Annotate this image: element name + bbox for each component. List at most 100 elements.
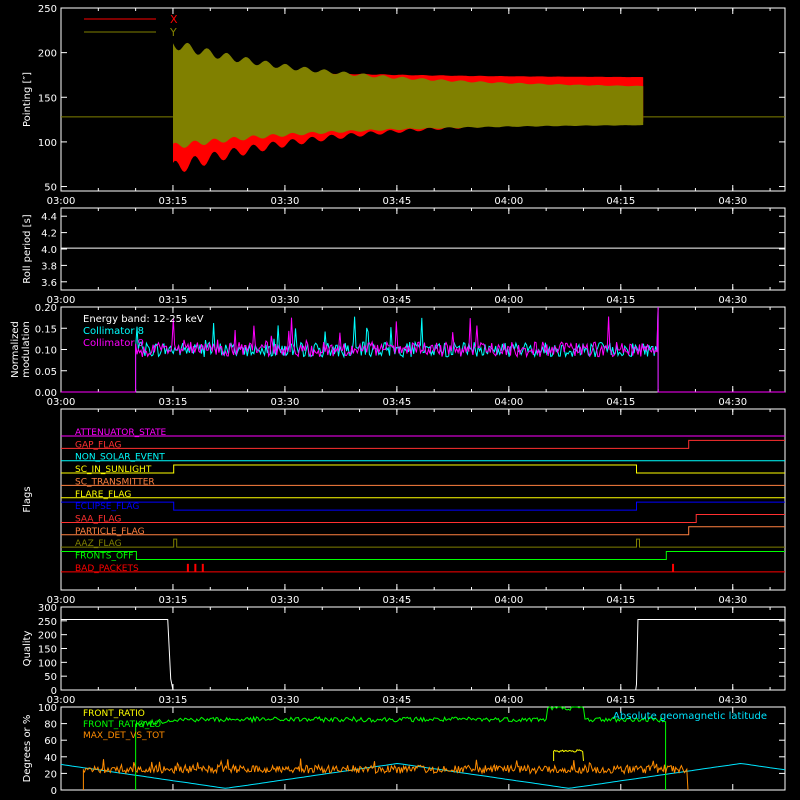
geomagnetic-latitude-line [60,762,786,789]
x-tick-label: 03:45 [382,196,411,207]
x-tick-label: 03:30 [271,695,300,706]
flag-line-saa-flag [61,513,785,523]
flag-label: FLARE_FLAG [75,490,131,500]
flag-label: PARTICLE_FLAG [75,527,145,537]
x-tick-label: 04:30 [718,196,747,207]
y-tick-label: 4.0 [41,245,57,256]
y-tick-label: 150 [38,645,57,656]
y-tick-label: 0.20 [35,303,57,314]
x-tick-label: 04:15 [606,295,635,306]
y-axis-label: Flags [22,486,33,512]
flag-label: ECLIPSE_FLAG [75,502,139,512]
x-tick-label: 04:15 [606,397,635,408]
x-tick-label: 04:15 [606,595,635,606]
y-tick-label: 0 [51,686,57,697]
y-tick-label: 3.6 [41,278,57,289]
x-tick-label: 04:00 [494,695,523,706]
y-tick-label: 0 [51,786,57,797]
x-tick-label: 04:30 [718,397,747,408]
x-tick-label: 03:00 [47,695,76,706]
flags-frame [60,408,786,591]
x-tick-label: 03:45 [382,397,411,408]
flag-line-particle-flag [61,526,785,536]
pointing-envelope-y [173,42,644,148]
flag-label: SC_IN_SUNLIGHT [75,465,152,475]
x-tick-label: 03:00 [47,397,76,408]
bad-packet-mark [201,563,204,572]
flag-label: FRONTS_OFF [75,552,133,562]
x-tick-label: 03:30 [271,397,300,408]
flag-label: NON_SOLAR_EVENT [75,453,165,463]
y-tick-label: 250 [38,4,57,15]
energy-band-label: Energy band: 12-25 keV [83,314,204,325]
y-axis-label: Roll period [s] [22,214,33,283]
bad-packet-mark [186,563,189,572]
x-tick-label: 03:00 [47,295,76,306]
x-tick-label: 03:15 [159,595,188,606]
x-tick-label: 03:00 [47,196,76,207]
flag-label: BAD_PACKETS [75,564,139,574]
modulation-series-9 [61,306,785,393]
x-tick-label: 04:30 [718,595,747,606]
y-axis-label-line2: modulation [21,321,32,378]
x-tick-label: 03:30 [271,295,300,306]
y-tick-label: 0.00 [35,388,57,399]
y-tick-label: 0.10 [35,346,57,357]
flag-line-gap-flag [61,439,785,449]
y-axis-label: Pointing [″] [22,72,33,127]
legend-label-ratio: MAX_DET_VS_TOT [83,731,165,741]
x-tick-label: 04:30 [718,295,747,306]
quality-line [61,618,785,691]
flag-line-aaz-flag [61,538,785,548]
pointing-frame [60,7,786,192]
flag-line-fronts-off [61,551,785,560]
y-tick-label: 200 [38,631,57,642]
y-tick-label: 0.05 [35,367,57,378]
ratios-frame [60,706,786,791]
y-tick-label: 4.4 [41,212,57,223]
y-tick-label: 300 [38,603,57,614]
x-tick-label: 03:15 [159,196,188,207]
front-ratio-line [553,749,584,761]
bad-packet-mark [194,563,197,572]
legend-label-ratio: FRONT_RATIO [83,709,145,719]
y-axis-label-line1: Normalized [10,321,21,378]
x-tick-label: 03:00 [47,595,76,606]
x-tick-label: 03:45 [382,295,411,306]
y-tick-label: 250 [38,617,57,628]
flag-label: SAA_FLAG [75,514,121,524]
flag-label: SC_TRANSMITTER [75,477,155,487]
flag-label: ATTENUATOR_STATE [75,428,167,438]
y-tick-label: 3.8 [41,261,57,272]
x-tick-label: 04:00 [494,295,523,306]
legend-label-geomagnetic: Absolute geomagnetic latitude [613,711,767,722]
x-tick-label: 04:00 [494,397,523,408]
flag-line-eclipse-flag [61,501,785,511]
flag-line-sc-in-sunlight [61,464,785,474]
flag-label: AAZ_FLAG [75,539,122,549]
x-tick-label: 04:15 [606,695,635,706]
x-tick-label: 03:45 [382,595,411,606]
y-tick-label: 60 [44,736,57,747]
y-tick-label: 100 [38,138,57,149]
y-tick-label: 20 [44,769,57,780]
y-axis-label: Quality [22,631,33,667]
max-det-vs-tot-line [82,758,689,791]
y-tick-label: 100 [38,703,57,714]
y-axis-label: Degrees or % [22,715,33,783]
x-tick-label: 04:15 [606,196,635,207]
x-tick-label: 03:15 [159,695,188,706]
y-tick-label: 100 [38,658,57,669]
x-tick-label: 04:00 [494,595,523,606]
bad-packet-mark [672,563,675,572]
legend-label-y: Y [169,26,177,39]
x-tick-label: 03:45 [382,695,411,706]
y-tick-label: 150 [38,93,57,104]
front-ratio-lo-line [135,706,667,791]
legend-label-collimator: Collimator 9 [83,338,144,349]
y-tick-label: 50 [44,183,57,194]
y-tick-label: 40 [44,753,57,764]
y-tick-label: 0.15 [35,324,57,335]
